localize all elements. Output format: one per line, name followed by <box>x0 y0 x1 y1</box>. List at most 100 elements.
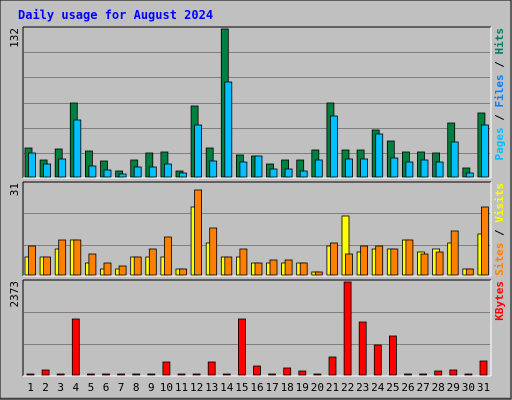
bar-sites-day-7 <box>118 265 127 276</box>
bar-sites-day-21 <box>329 242 338 276</box>
bar-kbytes-day-15 <box>237 318 246 376</box>
y-max-label: 132 <box>8 28 21 48</box>
bar-files-day-22 <box>345 158 353 178</box>
bar-sites-day-11 <box>179 268 187 276</box>
bar-kbytes-day-22 <box>343 281 352 376</box>
legend-part: Hits <box>493 28 506 55</box>
bar-kbytes-day-21 <box>328 356 337 376</box>
x-tick-label: 19 <box>296 381 309 394</box>
x-tick-label: 8 <box>133 381 140 394</box>
bar-kbytes-day-26 <box>404 373 412 376</box>
legend-part: Visits <box>493 183 506 223</box>
bar-sites-day-23 <box>360 245 369 276</box>
bar-sites-day-9 <box>148 248 157 276</box>
bar-files-day-18 <box>284 168 293 178</box>
series-legend: KBytes <box>493 281 506 321</box>
bar-kbytes-day-18 <box>283 367 292 376</box>
bar-sites-day-25 <box>390 248 399 276</box>
bar-sites-day-4 <box>73 239 82 276</box>
bar-sites-day-13 <box>209 227 218 276</box>
bar-sites-day-17 <box>269 259 278 276</box>
x-tick-label: 10 <box>160 381 173 394</box>
bar-kbytes-day-13 <box>207 361 216 376</box>
y-max-label: 31 <box>8 183 21 196</box>
x-tick-label: 21 <box>326 381 339 394</box>
bar-files-day-25 <box>390 157 399 178</box>
bar-kbytes-day-20 <box>313 373 322 376</box>
x-tick-label: 5 <box>88 381 95 394</box>
bar-files-day-14 <box>224 81 233 178</box>
bar-kbytes-day-28 <box>434 370 443 376</box>
bar-files-day-24 <box>375 133 384 178</box>
x-tick-label: 7 <box>118 381 125 394</box>
x-tick-label: 4 <box>72 381 79 394</box>
bar-kbytes-day-11 <box>177 373 186 376</box>
bar-sites-day-3 <box>58 239 67 276</box>
bar-kbytes-day-29 <box>449 369 458 376</box>
bar-sites-day-2 <box>43 256 51 276</box>
bar-sites-day-31 <box>480 206 489 276</box>
bar-kbytes-day-24 <box>373 344 382 376</box>
bar-sites-day-20 <box>314 271 323 276</box>
bar-files-day-4 <box>73 119 82 178</box>
bar-sites-day-19 <box>299 262 308 276</box>
bar-sites-day-16 <box>254 262 263 276</box>
x-tick-label: 9 <box>148 381 155 394</box>
x-tick-label: 30 <box>462 381 475 394</box>
bar-files-day-28 <box>435 161 444 178</box>
bar-kbytes-day-9 <box>147 373 156 376</box>
bar-files-day-2 <box>43 163 51 178</box>
chart-title: Daily usage for August 2024 <box>18 8 213 22</box>
bar-files-day-7 <box>118 173 127 178</box>
legend-part: / <box>493 55 506 75</box>
bar-kbytes-day-6 <box>102 373 110 376</box>
x-tick-label: 27 <box>416 381 429 394</box>
x-tick-label: 1 <box>27 381 34 394</box>
x-tick-label: 25 <box>386 381 399 394</box>
bar-kbytes-day-5 <box>87 373 95 376</box>
bar-kbytes-day-23 <box>358 321 367 376</box>
bar-files-day-5 <box>88 165 97 178</box>
x-tick-label: 31 <box>477 381 490 394</box>
bar-files-day-31 <box>480 124 489 178</box>
bar-files-day-20 <box>314 159 323 178</box>
series-legend: Sites / Visits <box>493 183 506 276</box>
bar-sites-day-10 <box>163 236 172 276</box>
bar-sites-day-27 <box>420 253 429 276</box>
bar-files-day-19 <box>299 170 308 178</box>
bar-sites-day-28 <box>435 251 444 276</box>
bar-sites-day-6 <box>103 262 112 276</box>
x-tick-label: 6 <box>103 381 110 394</box>
panel-area <box>23 280 491 376</box>
y-max-label: 2373 <box>8 281 21 308</box>
x-tick-label: 13 <box>205 381 218 394</box>
bar-files-day-10 <box>163 163 172 178</box>
x-tick-label: 12 <box>190 381 203 394</box>
bar-kbytes-day-19 <box>298 370 307 376</box>
bar-sites-day-22 <box>345 253 353 276</box>
bar-files-day-11 <box>179 172 187 178</box>
legend-part: KBytes <box>493 281 506 321</box>
bar-kbytes-day-16 <box>253 365 261 376</box>
bar-sites-day-14 <box>224 256 233 276</box>
legend-part: / <box>493 108 506 128</box>
bar-files-day-6 <box>103 169 112 178</box>
x-tick-label: 11 <box>175 381 188 394</box>
bar-kbytes-day-3 <box>56 373 65 376</box>
bar-files-day-9 <box>148 166 157 178</box>
x-tick-label: 26 <box>401 381 414 394</box>
bar-kbytes-day-27 <box>419 373 428 376</box>
bar-sites-day-5 <box>88 253 97 276</box>
x-tick-label: 24 <box>371 381 385 394</box>
bar-sites-day-1 <box>28 245 36 276</box>
bar-files-day-26 <box>405 161 414 178</box>
panel-hits-files-pages: 132 Pages / Files / Hits <box>8 26 506 179</box>
x-tick-label: 15 <box>235 381 248 394</box>
x-tick-label: 3 <box>57 381 64 394</box>
x-tick-label: 22 <box>341 381 354 394</box>
x-tick-label: 16 <box>250 381 263 394</box>
bar-files-day-21 <box>329 115 338 178</box>
bar-files-day-23 <box>360 158 369 178</box>
x-tick-label: 23 <box>356 381 369 394</box>
